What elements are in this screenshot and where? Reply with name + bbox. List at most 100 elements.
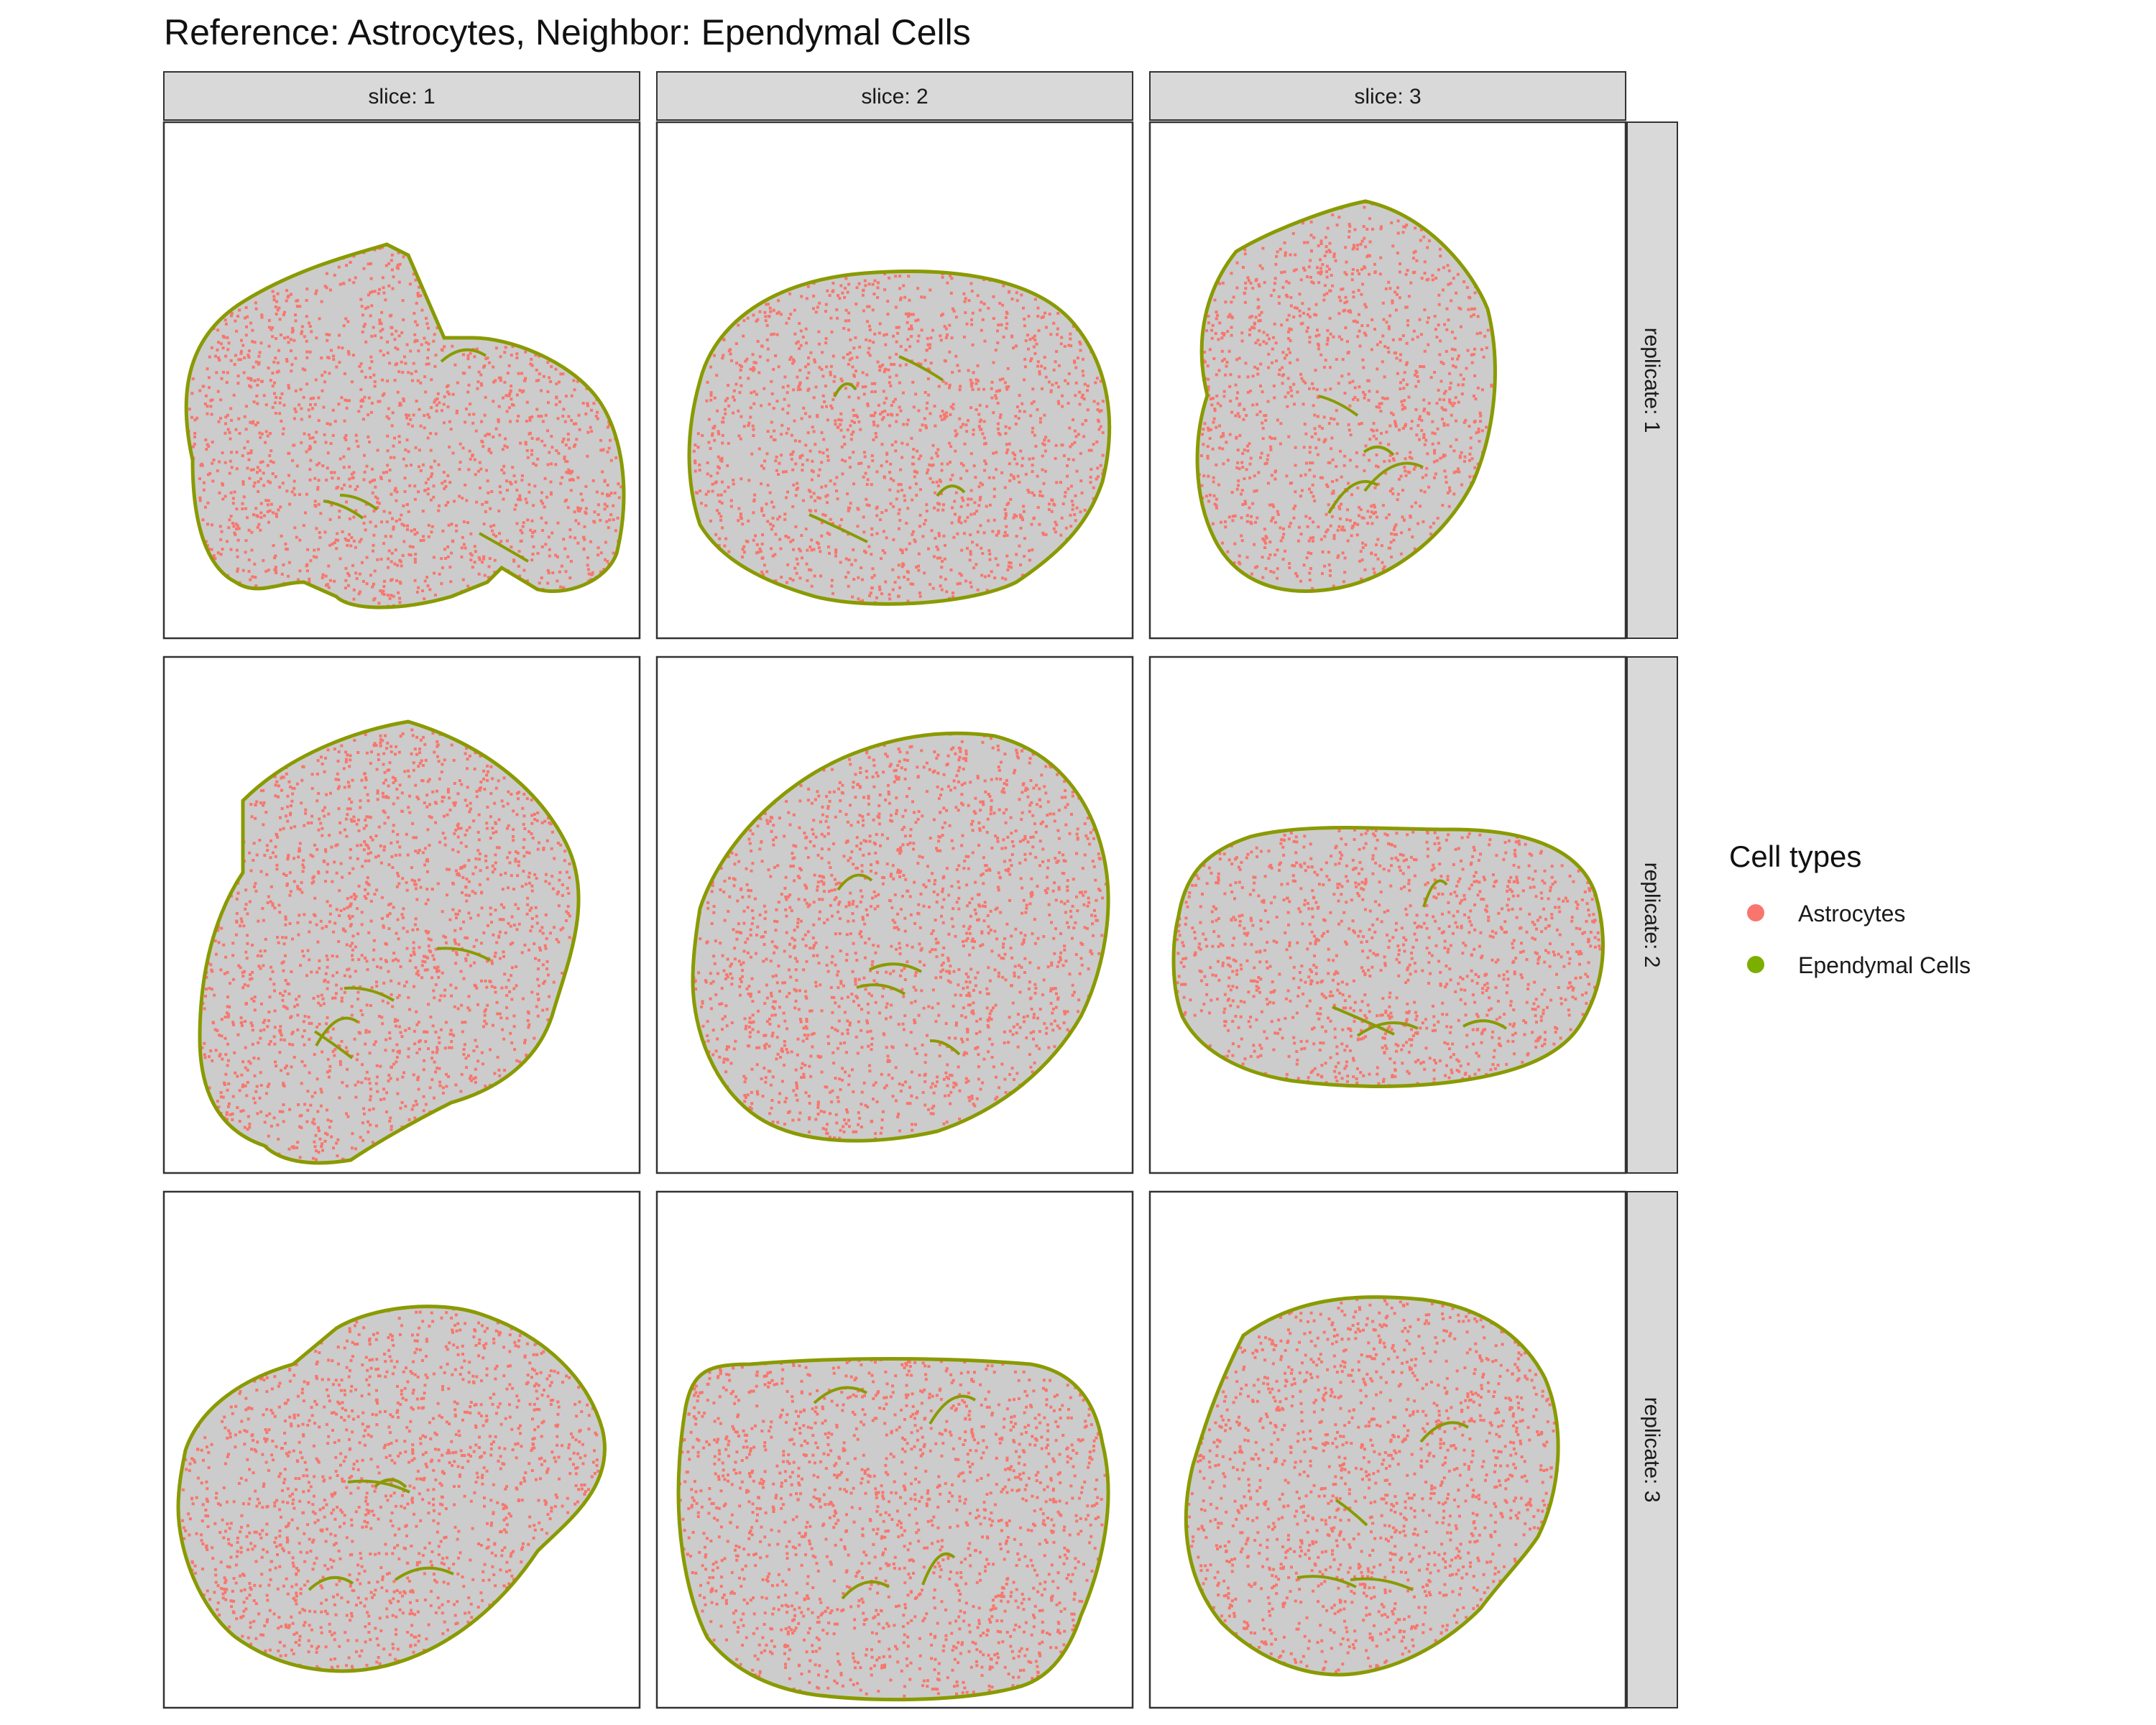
astrocyte-point [867, 282, 871, 286]
astrocyte-point [606, 484, 609, 487]
astrocyte-point [873, 390, 877, 393]
astrocyte-point [1061, 394, 1064, 397]
column-strip-label-2: slice: 2 [861, 85, 928, 109]
astrocyte-point [906, 423, 909, 426]
astrocyte-point [1089, 481, 1092, 484]
astrocyte-point [416, 292, 420, 295]
astrocyte-point [770, 547, 773, 551]
astrocyte-point [229, 314, 233, 318]
astrocyte-point [801, 454, 804, 457]
astrocyte-point [276, 292, 280, 295]
astrocyte-point [775, 400, 779, 403]
astrocyte-point [481, 561, 484, 564]
astrocyte-point [892, 505, 895, 508]
astrocyte-point [560, 564, 563, 568]
astrocyte-point [1028, 457, 1031, 461]
astrocyte-point [914, 482, 918, 486]
astrocyte-point [1015, 405, 1019, 409]
astrocyte-point [211, 461, 214, 465]
astrocyte-point [536, 457, 540, 461]
astrocyte-point [752, 511, 755, 515]
astrocyte-point [518, 494, 522, 497]
astrocyte-point [562, 437, 566, 441]
astrocyte-point [791, 453, 794, 456]
astrocyte-point [1054, 382, 1058, 385]
astrocyte-point [446, 555, 450, 558]
astrocyte-point [469, 532, 473, 535]
astrocyte-point [243, 356, 247, 359]
astrocyte-point [954, 354, 958, 358]
astrocyte-point [561, 440, 564, 443]
astrocyte-point [1008, 479, 1012, 482]
astrocyte-point [789, 313, 793, 316]
astrocyte-point [382, 510, 386, 513]
astrocyte-point [338, 361, 341, 364]
astrocyte-point [749, 367, 752, 371]
astrocyte-point [741, 548, 745, 551]
astrocyte-point [969, 378, 972, 382]
astrocyte-point [1022, 505, 1026, 508]
astrocyte-point [847, 571, 850, 574]
astrocyte-point [707, 441, 711, 444]
astrocyte-point [571, 469, 574, 473]
astrocyte-point [247, 458, 251, 461]
astrocyte-point [951, 506, 954, 510]
astrocyte-point [313, 504, 317, 507]
astrocyte-point [420, 308, 424, 312]
astrocyte-point [267, 569, 270, 572]
astrocyte-point [752, 538, 755, 542]
astrocyte-point [1006, 367, 1010, 370]
astrocyte-point [328, 288, 332, 292]
astrocyte-point [1023, 324, 1026, 328]
astrocyte-point [566, 460, 569, 464]
astrocyte-point [746, 316, 750, 320]
astrocyte-point [393, 489, 397, 492]
astrocyte-point [596, 410, 599, 414]
astrocyte-point [868, 339, 872, 343]
astrocyte-point [235, 507, 239, 511]
astrocyte-point [826, 289, 829, 293]
astrocyte-point [398, 597, 402, 600]
astrocyte-point [507, 406, 511, 410]
astrocyte-point [978, 403, 982, 407]
astrocyte-point [347, 584, 350, 587]
astrocyte-point [948, 323, 952, 327]
astrocyte-point [1014, 344, 1018, 348]
astrocyte-point [254, 507, 258, 510]
astrocyte-point [315, 463, 319, 466]
astrocyte-point [978, 498, 982, 502]
astrocyte-point [898, 287, 902, 290]
astrocyte-point [987, 306, 990, 310]
astrocyte-point [369, 291, 372, 295]
astrocyte-point [489, 525, 492, 528]
astrocyte-point [266, 464, 270, 467]
astrocyte-point [962, 464, 965, 467]
astrocyte-point [556, 417, 560, 420]
astrocyte-point [1095, 477, 1098, 481]
astrocyte-point [234, 319, 237, 323]
astrocyte-point [374, 495, 377, 499]
astrocyte-point [923, 417, 926, 420]
astrocyte-point [1074, 435, 1078, 438]
astrocyte-point [1096, 466, 1100, 470]
astrocyte-point [834, 554, 837, 558]
astrocyte-point [971, 311, 975, 315]
astrocyte-point [766, 430, 770, 433]
astrocyte-point [284, 542, 287, 546]
astrocyte-point [969, 406, 972, 410]
astrocyte-point [348, 533, 351, 536]
astrocyte-point [423, 579, 427, 583]
astrocyte-point [740, 384, 743, 387]
astrocyte-point [256, 471, 259, 474]
astrocyte-point [1043, 413, 1046, 417]
astrocyte-point [870, 527, 874, 530]
astrocyte-point [340, 487, 344, 490]
astrocyte-point [752, 428, 755, 431]
astrocyte-point [807, 356, 811, 359]
astrocyte-point [861, 293, 865, 297]
astrocyte-point [231, 522, 234, 525]
astrocyte-point [398, 601, 402, 604]
astrocyte-point [913, 469, 917, 473]
astrocyte-point [885, 536, 888, 540]
astrocyte-point [359, 405, 363, 408]
